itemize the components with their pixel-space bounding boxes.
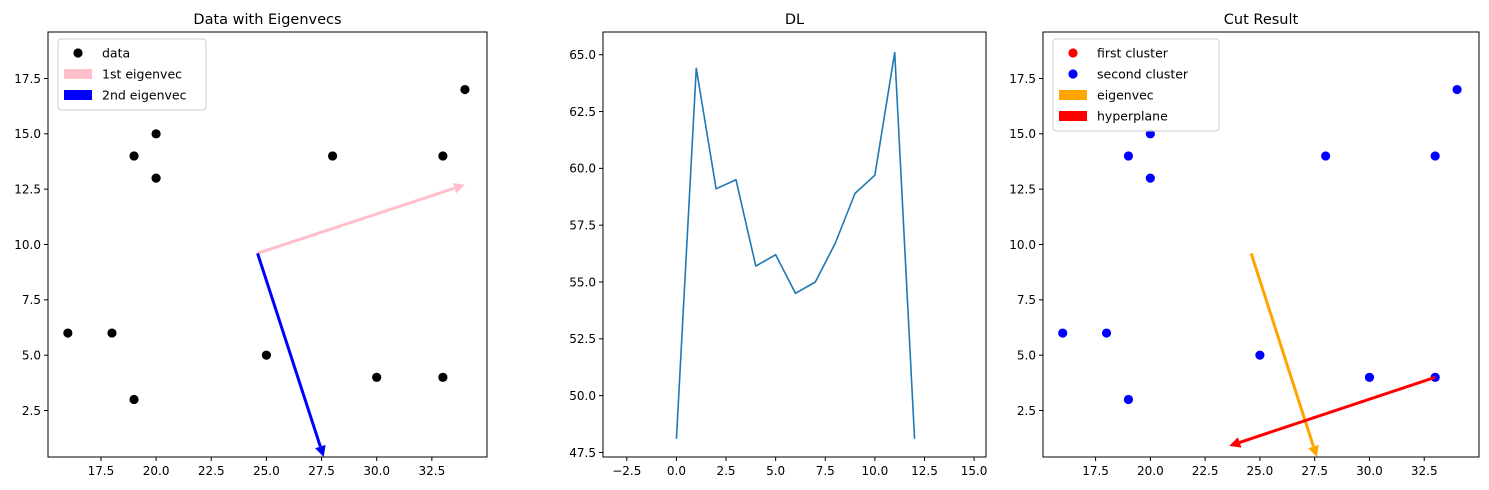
x-tick-label: 30.0 — [1356, 464, 1383, 478]
legend-second-cluster-marker — [1068, 69, 1078, 79]
data-point — [151, 173, 161, 183]
x-tick-label: 0.0 — [667, 464, 686, 478]
x-tick-label: 20.0 — [143, 464, 170, 478]
legend-1st-eigenvec-label: 1st eigenvec — [102, 67, 182, 82]
legend-hyperplane-label: hyperplane — [1097, 109, 1168, 124]
x-tick-label: 10.0 — [862, 464, 889, 478]
2nd-eigenvec-arrow — [256, 252, 326, 457]
x-tick-label: 15.0 — [961, 464, 988, 478]
data-point — [372, 372, 382, 382]
data-point — [151, 129, 161, 139]
second-cluster-point — [1364, 372, 1375, 382]
x-tick-label: 12.5 — [911, 464, 938, 478]
panel-dl: DL −2.5 0.0 2.5 5.0 7.5 10.0 12.5 15.0 47.5 50.0 52… — [569, 12, 987, 478]
y-tick-label: 5.0 — [1017, 348, 1036, 362]
dl-line — [675, 51, 916, 439]
eigenvec-arrow — [1249, 252, 1319, 457]
x-tick-label: −2.5 — [612, 464, 641, 478]
legend-eigenvec-label: eigenvec — [1097, 88, 1154, 103]
legend-first-cluster-marker — [1068, 48, 1078, 58]
data-point — [63, 328, 73, 338]
data-point — [261, 350, 271, 360]
y-tick-label: 65.0 — [569, 48, 596, 62]
hyperplane-arrow — [1229, 375, 1436, 448]
y-tick-label: 7.5 — [22, 293, 41, 307]
y-tick-label: 17.5 — [14, 72, 41, 86]
x-tick-label: 22.5 — [198, 464, 225, 478]
x-tick-label: 25.0 — [253, 464, 280, 478]
second-cluster-point — [1321, 151, 1331, 161]
x-tick-label: 32.5 — [418, 464, 445, 478]
x-tick-label: 17.5 — [1082, 464, 1109, 478]
second-cluster-point — [1145, 129, 1155, 139]
x-tick-label: 20.0 — [1137, 464, 1164, 478]
chart-title: DL — [785, 12, 804, 28]
y-tick-label: 47.5 — [569, 446, 596, 460]
chart-title: Cut Result — [1224, 12, 1299, 28]
y-tick-label: 17.5 — [1009, 72, 1036, 86]
y-tick-label: 2.5 — [1017, 404, 1036, 418]
legend-first-cluster-label: first cluster — [1097, 46, 1169, 61]
legend: first cluster second cluster eigenvec hyper… — [1052, 38, 1220, 132]
data-point — [438, 372, 448, 382]
x-tick-label: 7.5 — [816, 464, 835, 478]
second-cluster-point — [1255, 350, 1265, 360]
y-tick-label: 60.0 — [569, 162, 596, 176]
second-cluster-point — [1058, 328, 1068, 338]
axes-frame — [602, 31, 987, 458]
x-tick-label: 32.5 — [1411, 464, 1438, 478]
data-point — [438, 151, 448, 161]
y-tick-label: 12.5 — [1009, 182, 1036, 196]
legend-box — [1052, 38, 1220, 132]
y-tick-label: 62.5 — [569, 105, 596, 119]
chart-title: Data with Eigenvecs — [193, 12, 341, 28]
legend-1st-eigenvec-patch — [64, 69, 92, 79]
legend-2nd-eigenvec-label: 2nd eigenvec — [102, 88, 187, 103]
x-tick-label: 5.0 — [766, 464, 785, 478]
y-tick-label: 15.0 — [14, 127, 41, 141]
legend-box — [57, 38, 207, 111]
x-tick-label: 22.5 — [1192, 464, 1219, 478]
legend-data-label: data — [102, 46, 130, 61]
x-tick-label: 25.0 — [1247, 464, 1274, 478]
legend-data-marker — [73, 48, 83, 58]
data-point — [107, 328, 117, 338]
data-point — [460, 84, 470, 95]
y-tick-label: 52.5 — [569, 332, 596, 346]
second-cluster-point — [1145, 173, 1155, 183]
y-tick-label: 10.0 — [14, 238, 41, 252]
y-tick-label: 50.0 — [569, 389, 596, 403]
panel-cut-result: Cut Result 17.5 20.0 22.5 25.0 27.5 30.0 32.5 2.… — [1009, 12, 1480, 478]
x-tick-label: 2.5 — [716, 464, 735, 478]
legend-2nd-eigenvec-patch — [64, 90, 92, 100]
y-tick-label: 55.0 — [569, 275, 596, 289]
data-point — [129, 151, 139, 161]
x-tick-label: 27.5 — [1301, 464, 1328, 478]
second-cluster-point — [1101, 328, 1112, 338]
x-tick-label: 30.0 — [363, 464, 390, 478]
y-tick-label: 12.5 — [14, 182, 41, 196]
legend-hyperplane-patch — [1059, 111, 1087, 121]
data-point — [327, 151, 338, 161]
legend-second-cluster-label: second cluster — [1097, 67, 1189, 82]
second-cluster-point — [1452, 84, 1462, 95]
y-tick-label: 10.0 — [1009, 238, 1036, 252]
x-tick-label: 27.5 — [308, 464, 335, 478]
legend-eigenvec-patch — [1059, 90, 1087, 100]
y-tick-label: 7.5 — [1017, 293, 1036, 307]
1st-eigenvec-arrow — [257, 182, 465, 255]
y-tick-label: 5.0 — [22, 348, 41, 362]
y-tick-label: 57.5 — [569, 218, 596, 232]
legend: data 1st eigenvec 2nd eigenvec — [57, 38, 207, 111]
x-tick-label: 17.5 — [88, 464, 115, 478]
panel-data-with-eigenvecs: Data with Eigenvecs 17.5 20.0 22.5 25.0 27.5 3… — [14, 12, 488, 478]
second-cluster-point — [1430, 151, 1440, 161]
data-point — [129, 394, 139, 405]
y-tick-label: 15.0 — [1009, 127, 1036, 141]
y-tick-label: 2.5 — [22, 404, 41, 418]
second-cluster-point — [1123, 394, 1134, 405]
second-cluster-point — [1123, 151, 1134, 161]
